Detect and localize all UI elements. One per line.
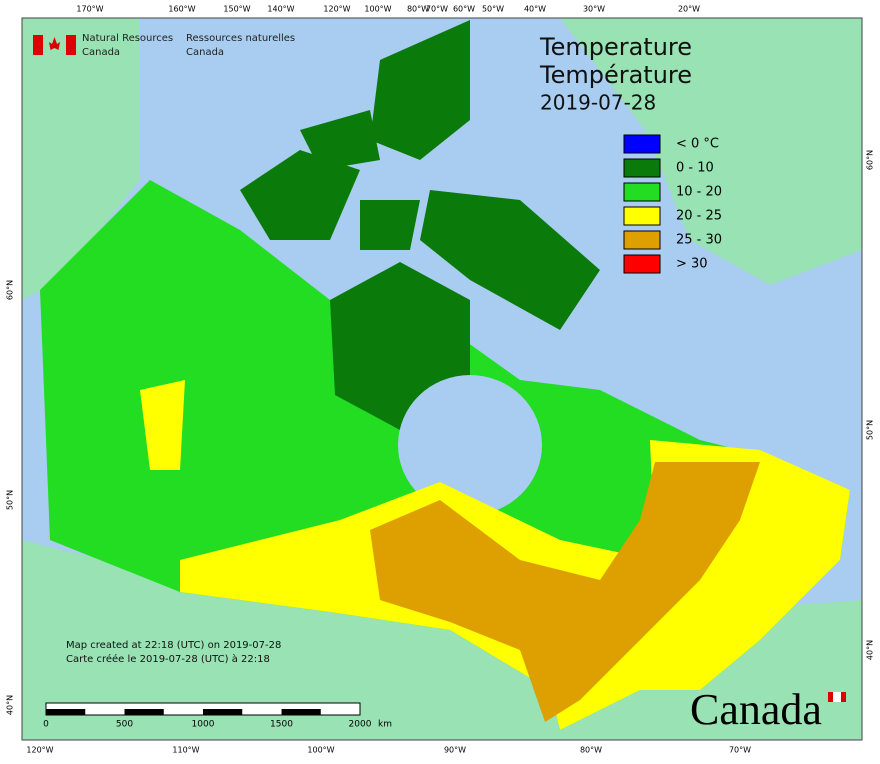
lon-label: 40°W (524, 5, 546, 14)
legend-label: < 0 °C (676, 137, 719, 152)
scale-segment (124, 709, 164, 715)
legend-label: > 30 (676, 257, 708, 272)
lon-label: 150°W (223, 5, 250, 14)
lon-label: 110°W (172, 746, 199, 755)
legend-swatch (623, 206, 661, 226)
agency-name: Canada (82, 47, 120, 58)
arctic-islands (240, 20, 600, 330)
agency-name: Ressources naturelles (186, 33, 295, 44)
legend-swatch (623, 158, 661, 178)
lon-label: 50°W (482, 5, 504, 14)
lon-label: 100°W (364, 5, 391, 14)
lon-label: 20°W (678, 5, 700, 14)
lon-label: 80°W (580, 746, 602, 755)
lon-label: 120°W (323, 5, 350, 14)
lon-label: 90°W (444, 746, 466, 755)
scale-segment (46, 709, 86, 715)
lat-label: 50°N (866, 420, 875, 440)
lon-label: 170°W (76, 5, 103, 14)
legend-swatch (623, 230, 661, 250)
scale-segment (203, 709, 243, 715)
legend-swatch (623, 182, 661, 202)
scale-tick: 0 (43, 720, 49, 730)
flag-leaf (49, 37, 60, 50)
credit: Carte créée le 2019-07-28 (UTC) à 22:18 (66, 653, 270, 665)
flag-bar (66, 35, 76, 55)
legend-label: 25 - 30 (676, 233, 722, 248)
scale-tick: 1000 (192, 720, 215, 730)
scale-tick: 500 (116, 720, 133, 730)
scale-segment (281, 709, 321, 715)
lon-label: 140°W (267, 5, 294, 14)
date: 2019-07-28 (540, 91, 656, 115)
lon-label: 120°W (26, 746, 53, 755)
lat-label: 60°N (6, 280, 15, 300)
zone-25-30 (370, 462, 760, 722)
alaska (22, 18, 140, 300)
scale-unit: km (378, 720, 392, 730)
lon-label: 160°W (168, 5, 195, 14)
lat-label: 40°N (6, 695, 15, 715)
lon-label: 100°W (307, 746, 334, 755)
title: Température (539, 61, 692, 89)
legend-label: 0 - 10 (676, 161, 714, 176)
credit: Map created at 22:18 (UTC) on 2019-07-28 (66, 640, 281, 651)
lon-label: 70°W (426, 5, 448, 14)
lon-label: 30°W (583, 5, 605, 14)
legend-swatch (623, 134, 661, 154)
agency-name: Canada (186, 47, 224, 58)
wordmark-flag-center (833, 692, 841, 702)
lon-label: 60°W (453, 5, 475, 14)
lat-label: 60°N (866, 150, 875, 170)
scale-tick: 2000 (349, 720, 372, 730)
legend-swatch (623, 254, 661, 274)
scale-tick: 1500 (270, 720, 293, 730)
greenland (560, 18, 862, 285)
flag-bar (33, 35, 43, 55)
hudson-bay (398, 375, 542, 515)
title: Temperature (539, 33, 692, 61)
agency-name: Natural Resources (82, 33, 173, 44)
wordmark: Canada (690, 685, 822, 734)
legend-label: 10 - 20 (676, 185, 722, 200)
lat-label: 40°N (866, 640, 875, 660)
lon-label: 80°W (407, 5, 429, 14)
frame (21, 17, 863, 741)
legend-label: 20 - 25 (676, 209, 722, 224)
lat-label: 50°N (6, 490, 15, 510)
lon-label: 70°W (729, 746, 751, 755)
